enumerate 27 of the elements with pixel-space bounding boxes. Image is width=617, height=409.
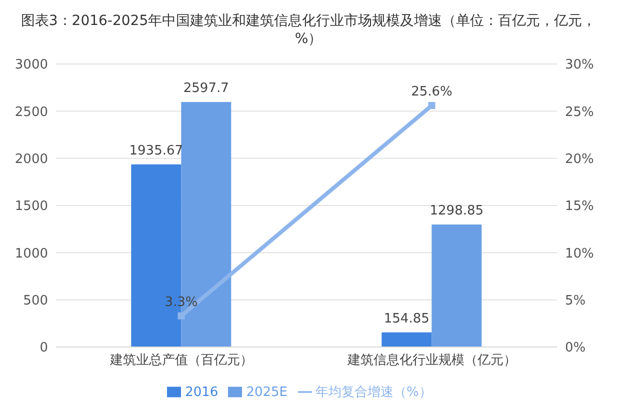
y2-tick-label: 20%	[565, 152, 594, 167]
y-tick-label: 2500	[14, 104, 48, 120]
y2-tick-label: 25%	[565, 104, 594, 120]
data-label: 1298.85	[430, 203, 484, 218]
bar	[432, 224, 482, 347]
y-tick-label: 2000	[14, 152, 48, 167]
y2-tick-label: 15%	[565, 199, 594, 214]
x-tick-label: 建筑信息化行业规模（亿元）	[346, 353, 516, 368]
data-label: 3.3%	[164, 294, 198, 310]
y2-tick-label: 10%	[565, 246, 594, 262]
y-tick-label: 500	[23, 293, 48, 308]
bar	[382, 332, 432, 347]
y-tick-label: 0	[40, 340, 48, 356]
legend-label: 年均复合增速（%）	[316, 385, 432, 400]
y-tick-label: 1500	[14, 199, 48, 214]
chart-title: 图表3：2016-2025年中国建筑业和建筑信息化行业市场规模及增速（单位：百亿元，亿元，%）	[20, 12, 598, 49]
y2-tick-label: 0%	[565, 340, 586, 356]
y2-tick-label: 5%	[565, 293, 586, 308]
y-tick-label: 1000	[14, 246, 48, 262]
legend-label: 2016	[185, 385, 218, 400]
data-label: 25.6%	[411, 84, 452, 100]
data-label: 154.85	[384, 311, 430, 326]
y-tick-label: 3000	[14, 58, 48, 73]
x-tick-label: 建筑业总产值（百亿元）	[108, 353, 253, 368]
legend-label: 2025E	[246, 385, 288, 400]
y2-tick-label: 30%	[565, 58, 594, 73]
data-label: 2597.7	[183, 80, 229, 96]
